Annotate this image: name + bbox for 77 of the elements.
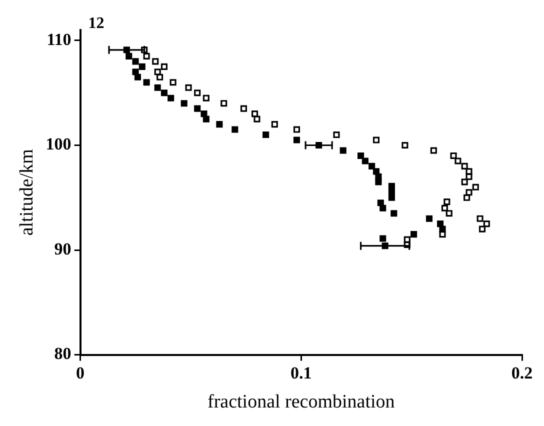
point [138,63,146,70]
point [333,132,340,138]
point [441,204,448,212]
x-axis-title: fractional recombination [208,392,396,413]
point [154,84,161,91]
point [132,58,139,65]
point [254,116,260,122]
point [388,188,395,195]
point [450,152,457,160]
point [372,136,380,144]
point [375,178,382,186]
point [402,142,408,149]
point [410,231,418,238]
x-tick-label: 0.1 [290,363,312,382]
point [154,68,161,76]
point [483,220,490,228]
y-axis-title: altitude/km [16,148,38,236]
point [194,105,201,112]
point [152,58,159,65]
point [372,168,380,175]
point [160,90,168,96]
point [143,79,150,86]
point [168,94,174,102]
point [293,126,300,133]
point [251,110,258,118]
point [454,158,462,164]
point [132,68,139,76]
y-tick-label: 100 [46,134,72,154]
point [216,121,223,128]
point [476,215,484,222]
point [444,198,450,206]
point [134,74,141,80]
point [430,147,437,154]
x-tick-label: 0.2 [511,363,533,382]
point [426,215,433,222]
point [446,210,452,217]
point [461,178,468,186]
point [390,210,398,217]
point [126,52,132,60]
point [358,152,364,160]
point [194,90,201,96]
x-tick-label: 0 [76,363,85,382]
point [202,116,210,122]
point [368,162,376,170]
point [388,194,395,201]
point [464,194,470,201]
point [362,158,368,164]
point [461,162,468,170]
point [466,168,472,175]
point [143,52,150,60]
point [478,226,486,232]
point [437,220,444,228]
point [377,200,384,206]
point [340,147,346,154]
point [202,94,210,102]
point [220,100,228,107]
y-tick-label: 80 [54,344,72,364]
point [160,63,168,70]
point [232,126,238,133]
point [262,132,270,138]
point [466,189,472,196]
annotation: 12 [88,15,104,32]
point [170,79,176,86]
y-tick-label: 90 [54,239,72,258]
point [240,105,248,112]
point [180,100,188,107]
point [185,84,192,91]
point [293,136,300,144]
point [380,204,386,212]
y-tick-label: 110 [46,30,72,49]
point [200,110,208,118]
point [439,226,446,232]
point [271,121,278,128]
point [380,235,386,242]
point [466,173,472,180]
point [156,74,164,80]
point [472,184,479,190]
